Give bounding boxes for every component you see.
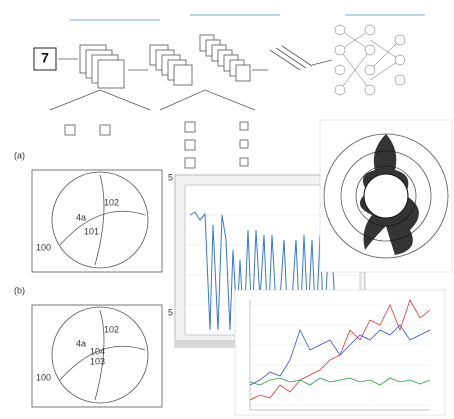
frame bbox=[31, 169, 163, 273]
callout: 100 bbox=[36, 372, 51, 382]
brackets bbox=[70, 14, 425, 21]
callout: 101 bbox=[84, 226, 99, 236]
callout: 100 bbox=[36, 242, 51, 252]
callout: 5 bbox=[168, 172, 173, 182]
network-diagram: 7 bbox=[33, 14, 425, 169]
curves bbox=[59, 174, 146, 266]
circle bbox=[51, 171, 149, 269]
callout: 4a bbox=[76, 338, 86, 348]
sub-diagrams bbox=[49, 89, 256, 169]
callout: 4a bbox=[76, 212, 86, 222]
multi-line-chart bbox=[234, 289, 446, 416]
figure-a: (a) 102 4a 101 100 5 bbox=[14, 150, 173, 273]
circle bbox=[51, 306, 149, 404]
feature-maps bbox=[58, 34, 333, 89]
frame bbox=[31, 304, 163, 408]
dense-layers bbox=[334, 24, 406, 96]
input-box bbox=[33, 47, 57, 71]
callout: 102 bbox=[104, 197, 119, 207]
figure-label: (b) bbox=[14, 285, 25, 295]
callout: 104 bbox=[90, 346, 105, 356]
polar-chart bbox=[319, 119, 453, 273]
callout: 5 bbox=[168, 307, 173, 317]
input-digit: 7 bbox=[41, 50, 49, 66]
callout: 103 bbox=[90, 356, 105, 366]
figure-b: (b) 102 4a 104 103 100 5 bbox=[14, 285, 173, 408]
curves bbox=[59, 309, 146, 401]
figure-label: (a) bbox=[14, 150, 25, 160]
callout: 102 bbox=[104, 324, 119, 334]
